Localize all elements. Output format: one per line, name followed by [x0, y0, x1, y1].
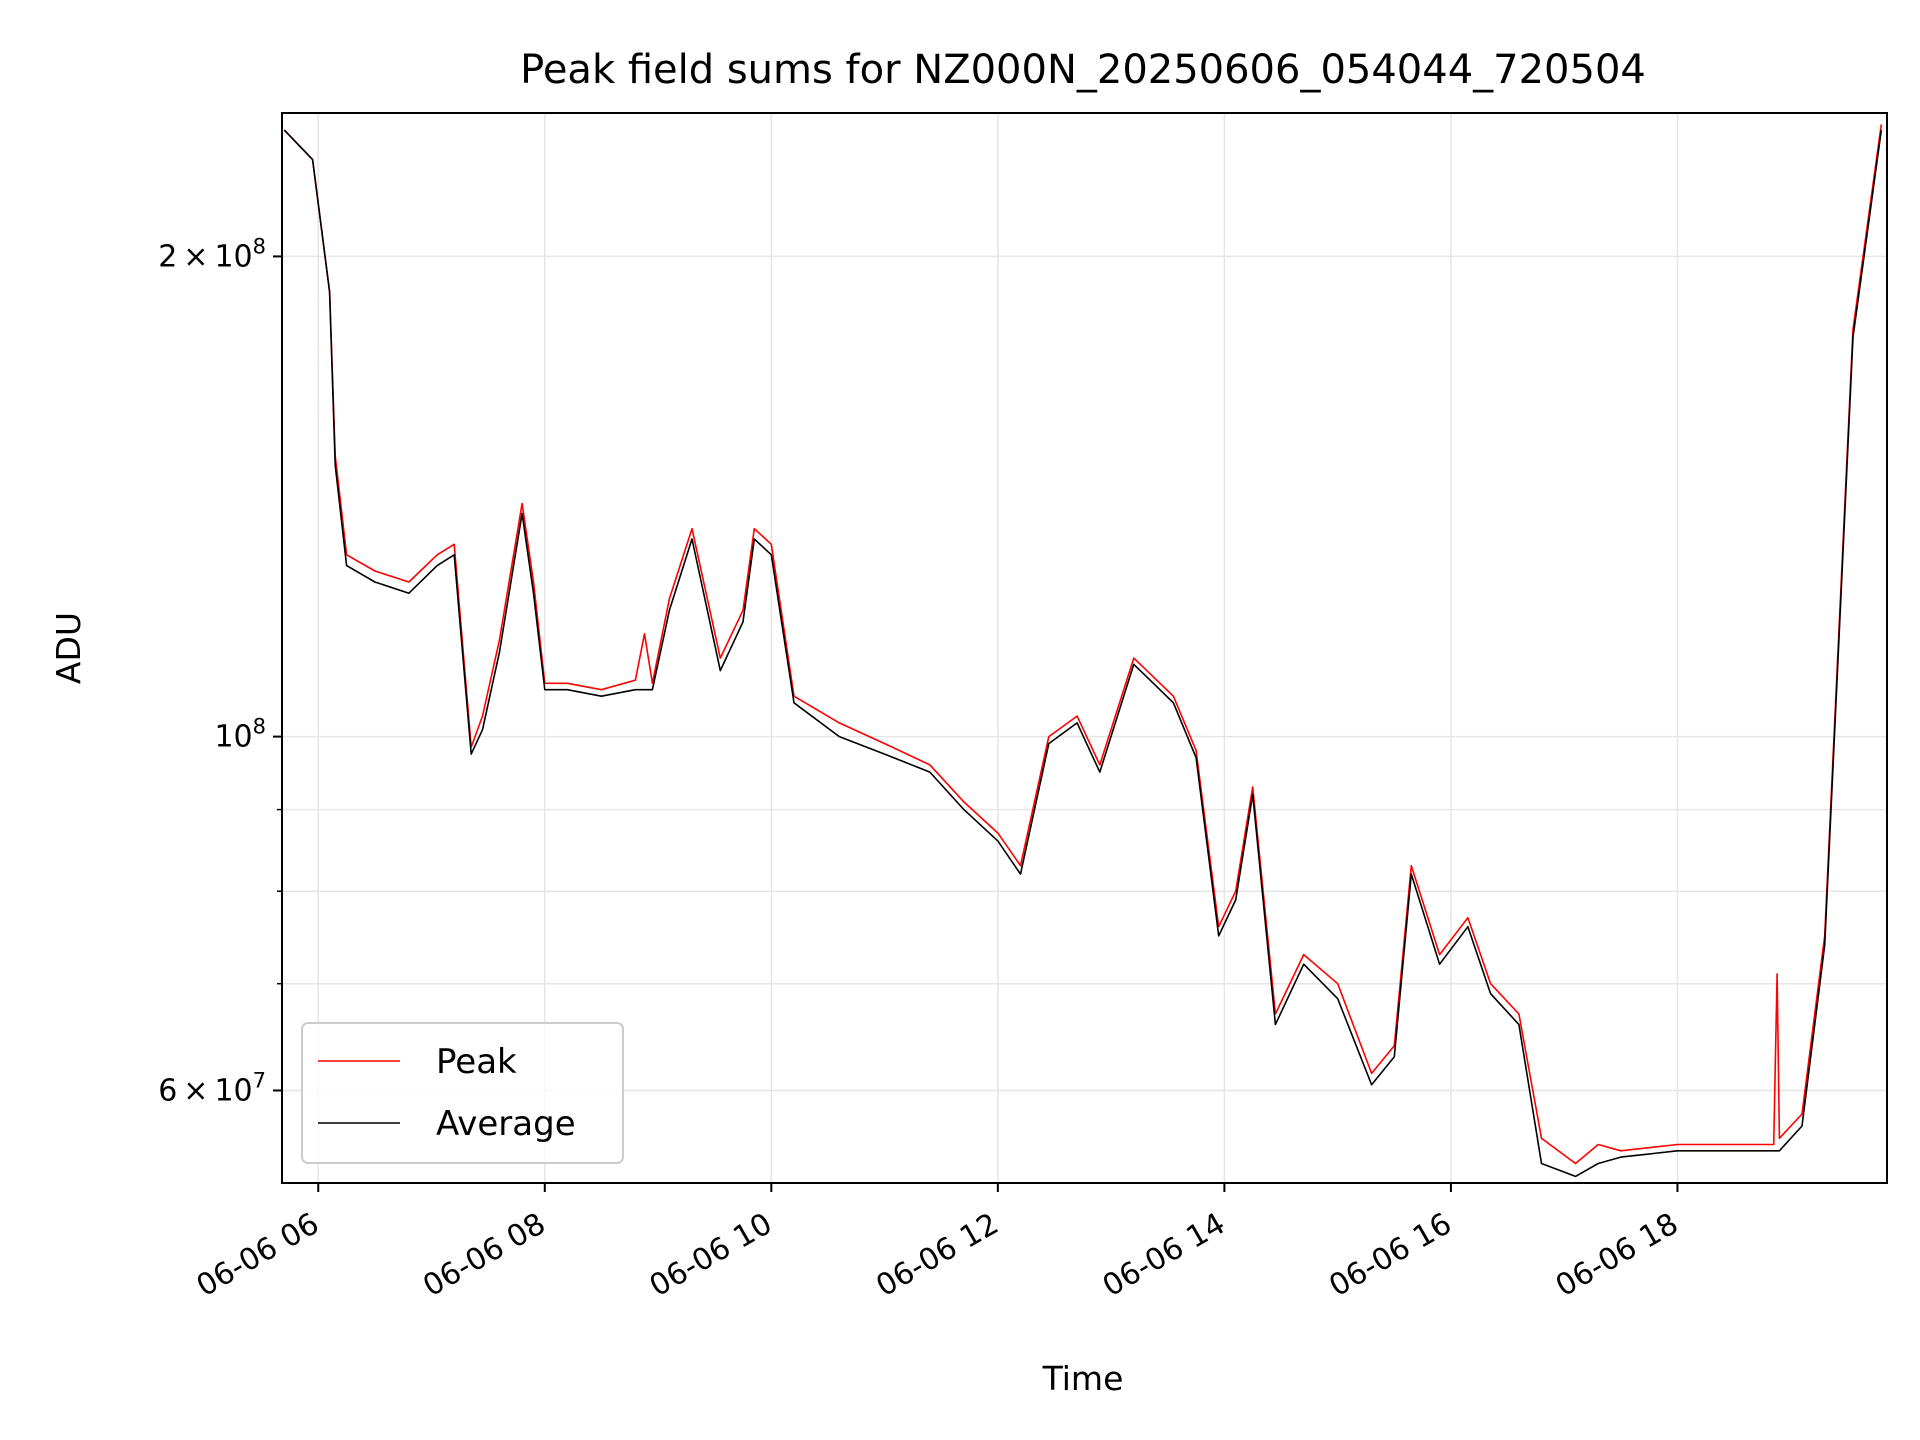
plot-lines	[283, 124, 1883, 1178]
y-axis: 2 × 108 108 6 × 107	[158, 234, 282, 1108]
y-axis-label: ADU	[49, 612, 88, 684]
x-axis-label: Time	[1042, 1359, 1124, 1398]
series-line-average	[283, 129, 1883, 1178]
plot-frame	[281, 112, 1888, 1184]
y-tick-label: 2 × 108	[158, 234, 266, 274]
y-tick-label: 108	[214, 715, 266, 755]
legend-box	[301, 1022, 624, 1164]
series-line-peak	[283, 124, 1883, 1165]
legend-label-average: Average	[436, 1104, 576, 1144]
legend-label-peak: Peak	[436, 1042, 517, 1082]
chart-title: Peak field sums for NZ000N_20250606_0540…	[520, 47, 1646, 93]
legend: Peak Average	[301, 1022, 624, 1164]
grid	[282, 113, 1887, 1183]
y-tick-label: 6 × 107	[158, 1068, 266, 1108]
